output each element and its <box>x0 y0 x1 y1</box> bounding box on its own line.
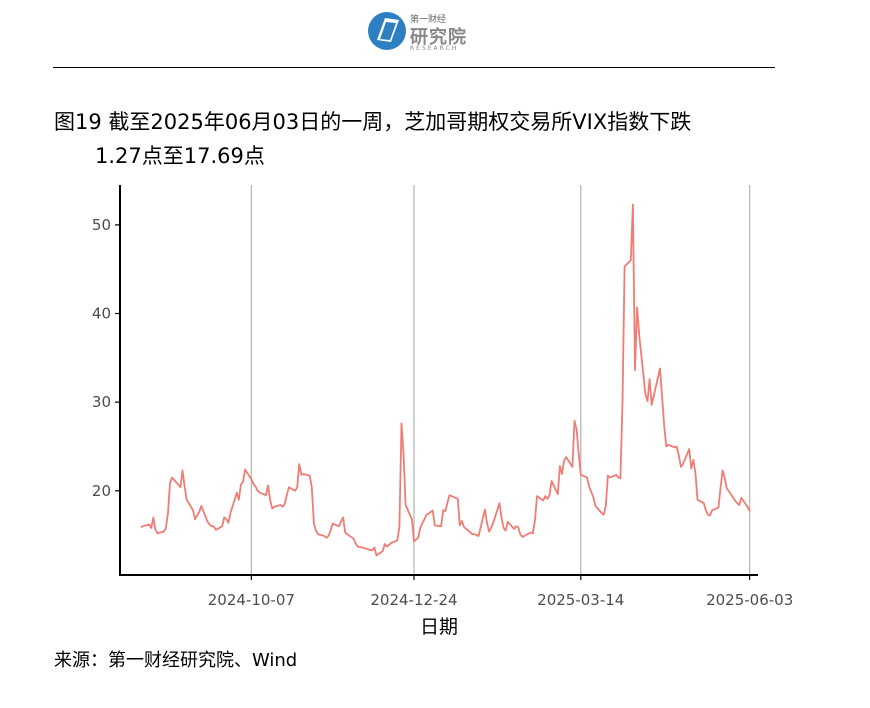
x-tick-label-2024-10-07: 2024-10-07 <box>208 591 295 609</box>
x-tick-label-2025-03-14: 2025-03-14 <box>537 591 624 609</box>
figure-title: 图19 截至2025年06月03日的一周，芝加哥期权交易所VIX指数下跌 <box>54 110 692 134</box>
label-layer: 20 30 40 50 2024-10-07 2024-12-24 2025-03-14 20… <box>92 216 793 638</box>
y-tick-label-40: 40 <box>92 305 111 323</box>
y-tick-label-30: 30 <box>92 393 111 411</box>
figure-title-line2: 1.27点至17.69点 <box>95 144 265 168</box>
x-tick-label-2024-12-24: 2024-12-24 <box>370 591 457 609</box>
axis-layer <box>115 185 758 580</box>
x-axis-label: 日期 <box>420 616 458 638</box>
y-tick-label-50: 50 <box>92 216 111 234</box>
source-note: 来源：第一财经研究院、Wind <box>54 650 298 671</box>
research-institute-logo-icon <box>368 12 406 50</box>
header-divider <box>53 67 775 68</box>
y-tick-label-20: 20 <box>92 482 111 500</box>
logo-english-text: RESEARCH <box>410 45 459 52</box>
series-layer <box>140 203 751 557</box>
x-tick-label-2025-06-03: 2025-06-03 <box>706 591 793 609</box>
logo-small-text: 第一财经 <box>410 15 447 25</box>
vix-series-line <box>140 203 751 557</box>
logo-main-text: 研究院 <box>410 27 467 48</box>
